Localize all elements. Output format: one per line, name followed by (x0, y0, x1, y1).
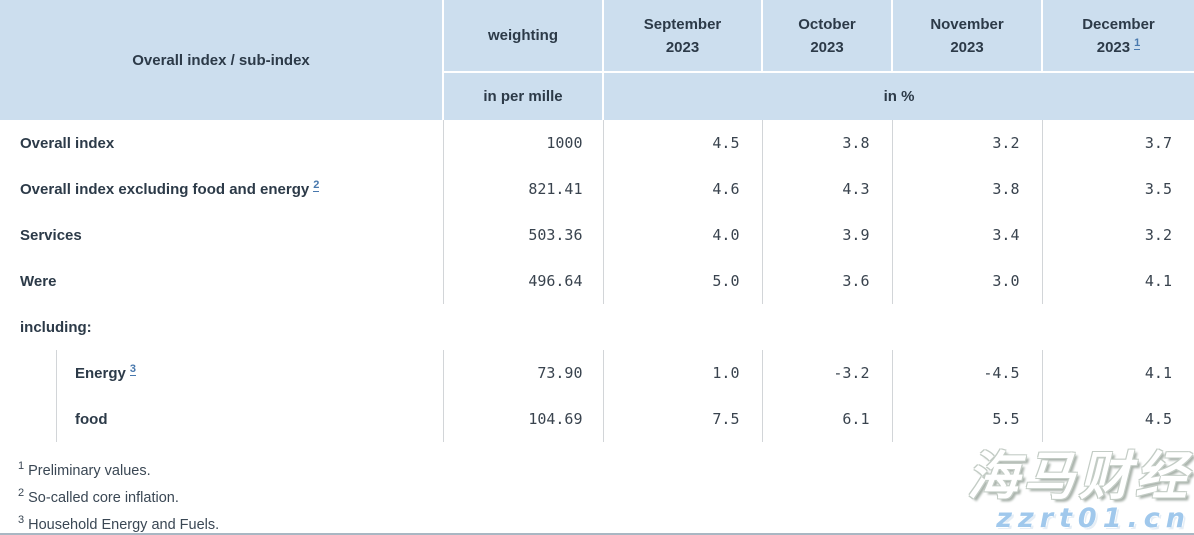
value-oct: 3.8 (761, 120, 892, 166)
row-label: Services (20, 226, 82, 244)
value-nov: 3.0 (891, 258, 1042, 304)
month-name: November (930, 15, 1004, 33)
value-nov: 3.2 (891, 120, 1042, 166)
table-row-core-inflation: Overall index excluding food and energy 2… (0, 166, 1194, 212)
table-row-overall-index: Overall index 1000 4.5 3.8 3.2 3.7 (0, 120, 1194, 166)
footnote-sup: 1 (18, 460, 25, 472)
month-header-december: December 2023 1 (1041, 0, 1194, 72)
month-name: October (798, 15, 856, 33)
weighting-value: 104.69 (442, 396, 603, 442)
unit-percent-header: in % (602, 71, 1194, 120)
weighting-value: 821.41 (442, 166, 603, 212)
value-sep: 4.6 (602, 166, 762, 212)
value-oct: 3.9 (761, 212, 892, 258)
footnote-sup: 2 (18, 486, 25, 499)
table-row-including: including: (0, 304, 1194, 350)
inflation-table: Overall index / sub-index weighting Sept… (0, 0, 1194, 442)
footnote-2: 2 So-called core inflation. (18, 482, 1194, 509)
table-row-energy: Energy 3 73.90 1.0 -3.2 -4.5 4.1 (0, 350, 1194, 396)
month-year: 2023 (665, 38, 700, 56)
value-oct: -3.2 (761, 350, 892, 396)
footnote-text: Preliminary values. (28, 462, 151, 479)
weighting-value: 496.64 (442, 258, 603, 304)
footnote-text: Household Energy and Fuels. (28, 516, 220, 533)
table-row-food: food 104.69 7.5 6.1 5.5 4.5 (0, 396, 1194, 442)
table-row-were: Were 496.64 5.0 3.6 3.0 4.1 (0, 258, 1194, 304)
footnotes: 1 Preliminary values. 2 So-called core inf… (0, 442, 1194, 533)
footnote-link-2[interactable]: 2 (313, 179, 320, 192)
value-nov: -4.5 (891, 350, 1042, 396)
corner-header: Overall index / sub-index (0, 0, 443, 120)
unit-per-mille-header: in per mille (442, 71, 603, 120)
value-nov: 5.5 (891, 396, 1042, 442)
weighting-header: weighting (442, 0, 603, 72)
value-dec: 4.1 (1041, 258, 1194, 304)
weighting-value: 503.36 (442, 212, 603, 258)
sub-index-indent-line (56, 350, 57, 442)
row-label: Overall index (20, 134, 115, 152)
value-dec: 4.5 (1041, 396, 1194, 442)
row-label: food (75, 410, 108, 428)
including-label: including: (20, 318, 92, 336)
table-row-services: Services 503.36 4.0 3.9 3.4 3.2 (0, 212, 1194, 258)
value-sep: 7.5 (602, 396, 762, 442)
value-dec: 3.5 (1041, 166, 1194, 212)
row-label: Were (20, 272, 57, 290)
value-oct: 3.6 (761, 258, 892, 304)
value-sep: 5.0 (602, 258, 762, 304)
value-oct: 6.1 (761, 396, 892, 442)
footnote-sup: 3 (18, 513, 25, 526)
row-label: Overall index excluding food and energy (20, 181, 310, 198)
value-dec: 3.2 (1041, 212, 1194, 258)
month-header-november: November 2023 (891, 0, 1042, 72)
month-header-september: September 2023 (602, 0, 762, 72)
row-label: Energy (75, 365, 126, 382)
month-name: December (1082, 15, 1155, 33)
footnote-text: So-called core inflation. (28, 489, 179, 506)
value-sep: 1.0 (602, 350, 762, 396)
value-sep: 4.5 (602, 120, 762, 166)
value-dec: 3.7 (1041, 120, 1194, 166)
footnote-3: 3 Household Energy and Fuels. (18, 509, 1194, 533)
value-nov: 3.8 (891, 166, 1042, 212)
value-sep: 4.0 (602, 212, 762, 258)
value-nov: 3.4 (891, 212, 1042, 258)
footnote-1: 1 Preliminary values. (18, 455, 1194, 482)
value-oct: 4.3 (761, 166, 892, 212)
weighting-value: 1000 (442, 120, 603, 166)
weighting-value: 73.90 (442, 350, 603, 396)
month-header-october: October 2023 (761, 0, 892, 72)
footnote-link-3[interactable]: 3 (129, 363, 136, 376)
month-name: September (643, 15, 722, 33)
month-year: 2023 (810, 38, 844, 56)
footnote-link-1[interactable]: 1 (1134, 36, 1141, 50)
month-year: 2023 (1096, 38, 1131, 56)
month-year: 2023 (950, 38, 984, 56)
value-dec: 4.1 (1041, 350, 1194, 396)
